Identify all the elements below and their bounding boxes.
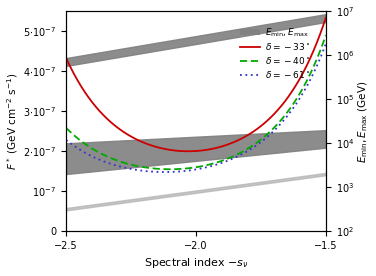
Y-axis label: $F^*$ (GeV cm$^{-2}$ s$^{-1}$): $F^*$ (GeV cm$^{-2}$ s$^{-1}$) bbox=[6, 73, 20, 170]
Y-axis label: $E_{\rm min}, E_{\rm max}$ (GeV): $E_{\rm min}, E_{\rm max}$ (GeV) bbox=[357, 80, 370, 163]
X-axis label: Spectral index $-s_\nu$: Spectral index $-s_\nu$ bbox=[144, 256, 249, 270]
Legend: $E_{\rm min}, E_{\rm max}$, $\delta = -33^\circ$, $\delta = -40^\circ$, $\delta : $E_{\rm min}, E_{\rm max}$, $\delta = -3… bbox=[237, 23, 314, 83]
